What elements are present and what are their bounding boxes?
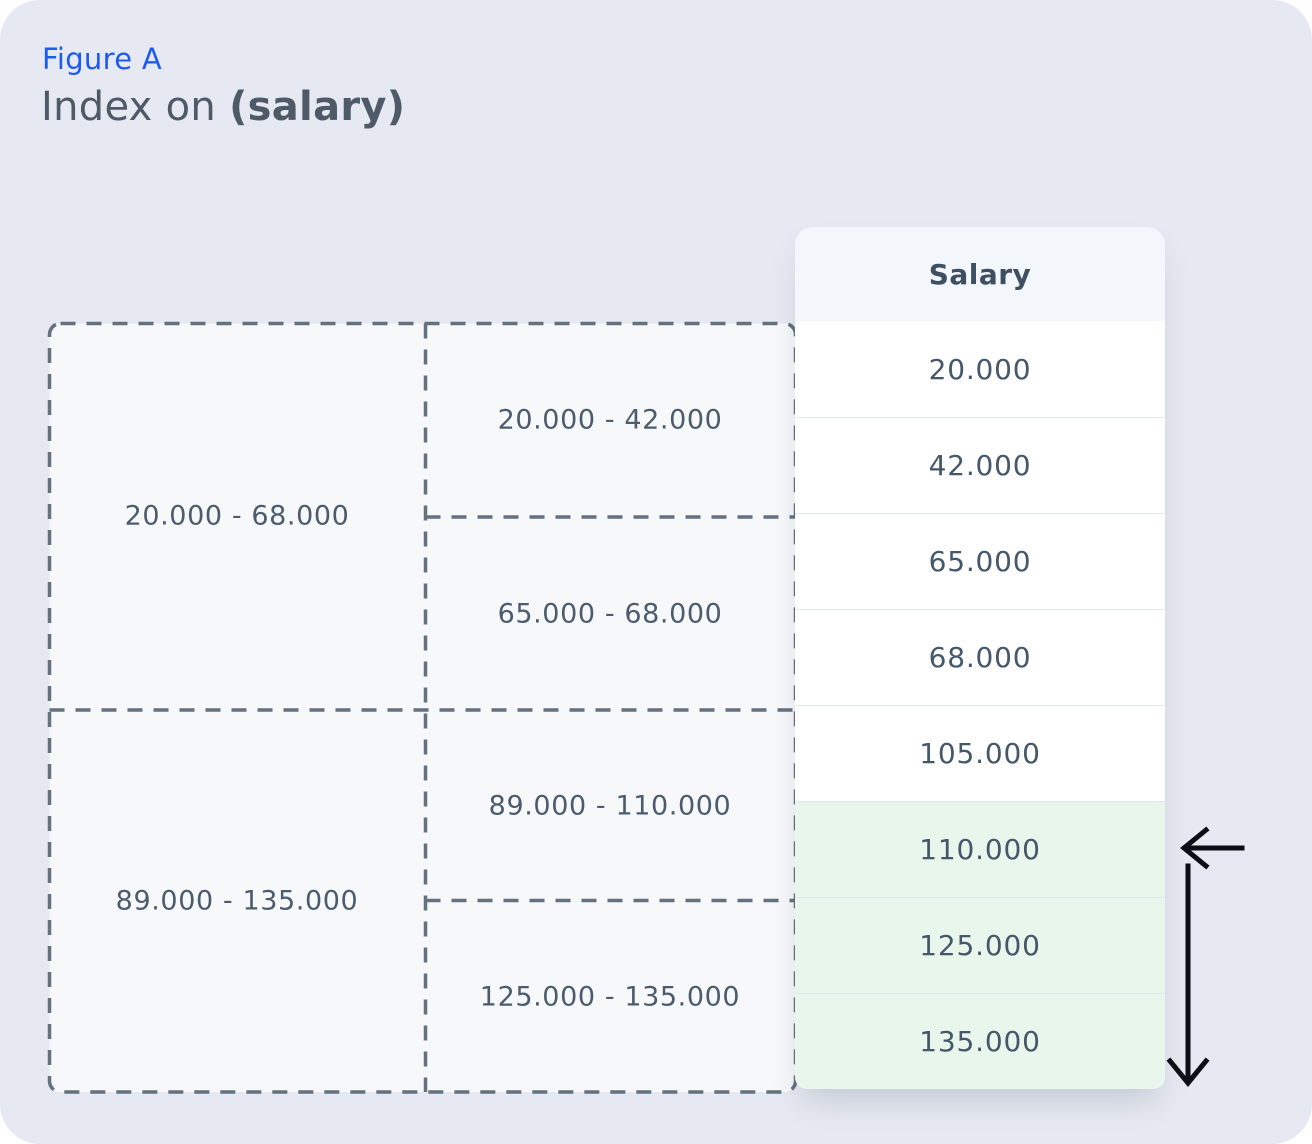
page-title: Index on (salary) (41, 84, 405, 130)
page-title-prefix: Index on (41, 84, 230, 130)
table-row: 65.000 (795, 513, 1165, 609)
tree-node-level2-range-1: 20.000 - 42.000 (497, 404, 723, 436)
tree-node-level2-range-2: 65.000 - 68.000 (497, 598, 723, 630)
tree-node-level2-range-4: 125.000 - 135.000 (479, 981, 741, 1013)
page-title-emphasis: (salary) (229, 84, 406, 130)
tree-node-level2-range-3: 89.000 - 110.000 (488, 790, 732, 822)
table-row: 20.000 (795, 321, 1165, 417)
salary-table-header: Salary (795, 227, 1165, 321)
salary-table: Salary 20.000 42.000 65.000 68.000 105.000 11… (795, 227, 1165, 1089)
tree-node-level1-range-2: 89.000 - 135.000 (115, 885, 359, 917)
tree-node-level1-range-1: 20.000 - 68.000 (124, 500, 350, 532)
figure-label: Figure A (42, 42, 162, 76)
table-row: 105.000 (795, 705, 1165, 801)
table-row: 125.000 (795, 897, 1165, 993)
table-row: 110.000 (795, 801, 1165, 897)
table-row: 42.000 (795, 417, 1165, 513)
table-row: 68.000 (795, 609, 1165, 705)
table-row: 135.000 (795, 993, 1165, 1089)
salary-table-body: 20.000 42.000 65.000 68.000 105.000 110.000 12… (795, 321, 1165, 1089)
